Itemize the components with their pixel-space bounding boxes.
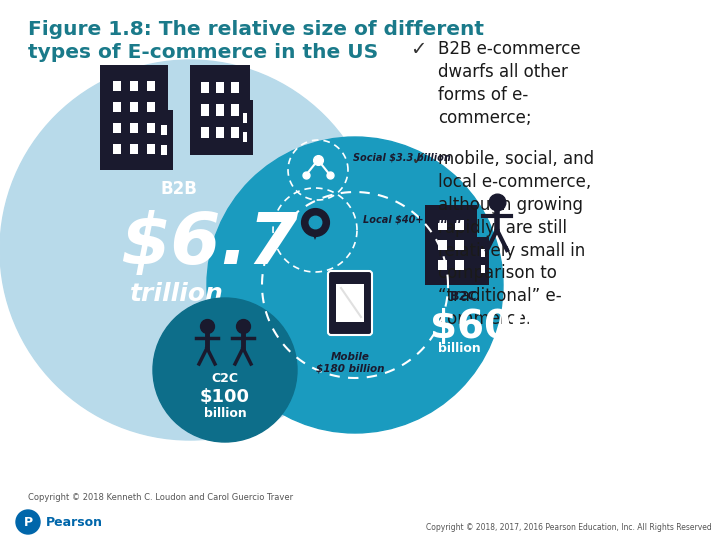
Circle shape (207, 137, 503, 433)
Text: Copyright © 2018, 2017, 2016 Pearson Education, Inc. All Rights Reserved: Copyright © 2018, 2017, 2016 Pearson Edu… (426, 523, 712, 532)
Bar (477, 237, 489, 285)
Bar (438, 220, 447, 230)
Text: types of E-commerce in the US: types of E-commerce in the US (28, 43, 378, 62)
Text: B2C: B2C (450, 290, 477, 303)
Text: $6.7: $6.7 (120, 210, 298, 279)
Text: Social $3.3 billion: Social $3.3 billion (353, 153, 451, 163)
Text: Copyright © 2018 Kenneth C. Loudon and Carol Guercio Traver: Copyright © 2018 Kenneth C. Loudon and C… (28, 493, 293, 502)
Bar (147, 123, 156, 133)
Bar (438, 240, 447, 250)
Text: ✓: ✓ (410, 150, 426, 169)
Text: Pearson: Pearson (46, 516, 103, 529)
Bar (161, 145, 167, 156)
Text: billion: billion (204, 407, 246, 420)
Bar (216, 127, 224, 138)
Text: $600: $600 (430, 308, 538, 346)
Bar (112, 81, 122, 91)
Bar (201, 127, 209, 138)
Bar (155, 110, 173, 170)
Circle shape (16, 510, 40, 534)
Text: mobile, social, and
local e-commerce,
although growing
rapidly, are still
relati: mobile, social, and local e-commerce, al… (438, 150, 594, 328)
Bar (147, 144, 156, 154)
Text: Local $40+ billion: Local $40+ billion (363, 215, 461, 225)
Bar (147, 81, 156, 91)
Bar (237, 100, 253, 155)
Bar (231, 82, 239, 93)
Polygon shape (310, 228, 320, 240)
Text: B2B: B2B (160, 180, 197, 198)
Bar (455, 220, 464, 230)
Bar (455, 240, 464, 250)
Bar (438, 260, 447, 270)
Bar (112, 144, 122, 154)
Bar (231, 127, 239, 138)
Text: Figure 1.8: The relative size of different: Figure 1.8: The relative size of differe… (28, 20, 484, 39)
Bar (161, 125, 167, 136)
Text: B2B e-commerce
dwarfs all other
forms of e-
commerce;: B2B e-commerce dwarfs all other forms of… (438, 40, 580, 127)
Bar (112, 102, 122, 112)
Bar (455, 260, 464, 270)
Bar (130, 81, 138, 91)
Text: ✓: ✓ (410, 40, 426, 59)
Bar (130, 144, 138, 154)
Text: $100: $100 (200, 388, 250, 406)
FancyBboxPatch shape (328, 271, 372, 335)
Text: Mobile
$180 billion: Mobile $180 billion (316, 352, 384, 374)
Bar (190, 65, 250, 155)
Circle shape (153, 298, 297, 442)
Bar (216, 104, 224, 116)
Bar (481, 265, 485, 273)
Bar (425, 205, 477, 285)
Bar (201, 82, 209, 93)
Circle shape (0, 60, 380, 440)
Bar (243, 113, 248, 123)
Text: trillion: trillion (130, 282, 224, 306)
Bar (112, 123, 122, 133)
Bar (201, 104, 209, 116)
Text: billion: billion (438, 342, 481, 355)
Bar (231, 104, 239, 116)
Bar (481, 249, 485, 258)
Bar (130, 102, 138, 112)
Bar (147, 102, 156, 112)
Bar (243, 132, 248, 141)
Text: C2C: C2C (212, 372, 238, 385)
Bar (130, 123, 138, 133)
Bar (216, 82, 224, 93)
Bar (336, 284, 364, 322)
Bar (100, 65, 168, 170)
Text: P: P (24, 516, 32, 529)
